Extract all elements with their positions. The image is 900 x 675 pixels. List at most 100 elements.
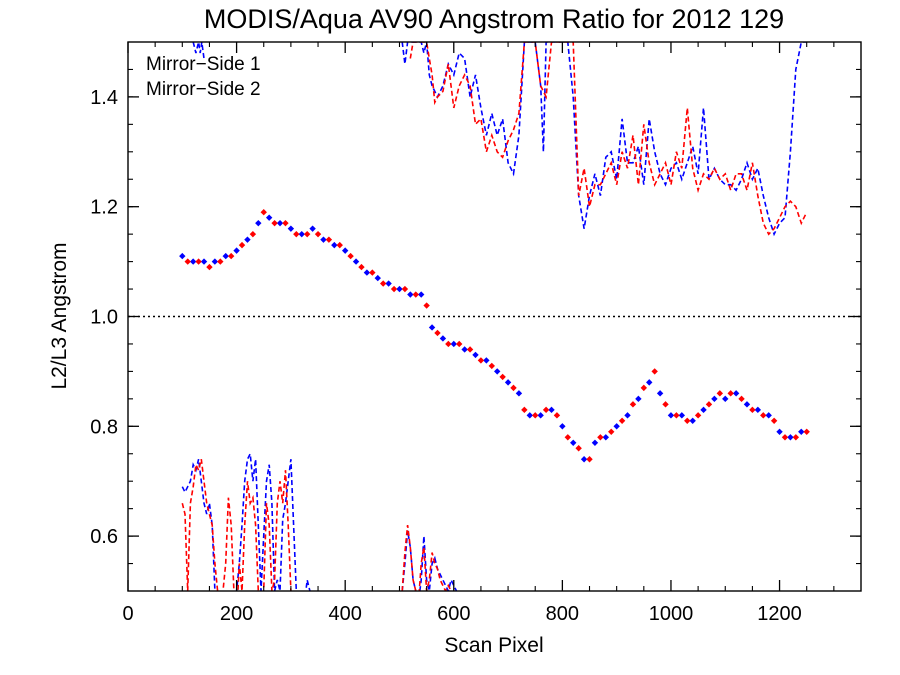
series-0-point	[548, 406, 555, 414]
series-0-point	[320, 236, 327, 243]
series-0-point	[646, 379, 653, 386]
series-0-point	[776, 428, 783, 435]
series-1-point	[651, 368, 658, 375]
series-0-point	[494, 368, 501, 375]
series-0-point	[396, 285, 403, 293]
series-1-point	[629, 401, 637, 408]
series-0-point	[765, 412, 772, 419]
series-0-point	[222, 252, 229, 260]
series-1-point	[477, 357, 485, 364]
series-1-point	[434, 329, 441, 337]
series-1-point	[673, 412, 680, 419]
series-1-point	[303, 230, 311, 238]
series-0-point	[428, 324, 436, 331]
series-0-point	[591, 439, 599, 446]
series-0-point	[233, 247, 240, 254]
series-1-point	[770, 417, 778, 425]
x-tick-label: 600	[437, 603, 470, 625]
series-2-dashed-line-0	[192, 42, 205, 59]
series-1-point	[423, 302, 430, 309]
series-1-point	[738, 395, 745, 403]
x-axis-label: Scan Pixel	[444, 634, 543, 657]
x-tick-label: 200	[220, 603, 253, 625]
series-1-point	[347, 252, 354, 260]
series-0-point	[483, 357, 490, 364]
axis-tick-labels: 0 200 400 600 800 1000 1200 0.6 0.8 1.0 1.2 1.4	[90, 87, 802, 625]
series-1-point	[282, 219, 289, 227]
series-1-point	[206, 263, 213, 271]
series-0-point	[472, 351, 479, 359]
series-1-point	[238, 241, 246, 249]
series-0-point	[689, 417, 696, 425]
series-0-point	[678, 412, 686, 419]
series-0-point	[635, 395, 642, 403]
series-2-dashed-line-1	[401, 42, 807, 237]
series-3-dashed-line-0	[409, 42, 808, 236]
series-0-point	[461, 346, 468, 353]
series-5-dashed-line-0	[181, 459, 297, 591]
series-0-point	[385, 280, 392, 287]
y-tick-label: 1.4	[90, 87, 118, 109]
series-0-point	[374, 274, 381, 282]
series-0-point	[179, 252, 186, 260]
series-5-dashed-line-1	[401, 525, 452, 591]
series-0-point	[255, 219, 262, 227]
series-0-point	[189, 258, 197, 265]
chart-title: MODIS/Aqua AV90 Angstrom Ratio for 2012 …	[204, 4, 784, 34]
y-tick-label: 0.8	[90, 416, 118, 438]
series-0-point	[559, 423, 566, 430]
series-1-point	[271, 219, 278, 227]
series-1-point	[445, 340, 452, 348]
series-1-point	[640, 384, 648, 392]
series-0-point	[287, 225, 295, 232]
series-1-point	[227, 252, 235, 260]
series-0-point	[732, 390, 740, 397]
series-0-point	[754, 406, 762, 414]
series-0-point	[276, 219, 284, 227]
series-0-point	[613, 423, 620, 430]
series-1-point	[749, 406, 756, 414]
axis-ticks	[127, 42, 861, 591]
series-0-point	[700, 406, 707, 414]
series-4-dashed-line-1	[401, 530, 458, 591]
series-1-point	[358, 263, 365, 271]
series-0-point	[526, 412, 533, 419]
series-1-point	[532, 412, 539, 419]
series-1-point	[521, 406, 528, 414]
series-0-point	[211, 258, 219, 265]
y-tick-label: 1.0	[90, 307, 118, 329]
series-0-point	[711, 395, 718, 403]
legend: Mirror−Side 1 Mirror−Side 2	[146, 54, 261, 100]
legend-entry-mirror-side-1: Mirror−Side 1	[146, 54, 261, 75]
series-0-point	[450, 340, 457, 348]
series-1-point	[608, 428, 615, 435]
series-1-point	[575, 445, 582, 452]
series-0-point	[265, 214, 273, 221]
series-1-point	[325, 236, 333, 243]
y-tick-label: 1.2	[90, 197, 118, 219]
series-4-dashed-line-0	[181, 450, 311, 591]
series-1-point	[401, 285, 409, 293]
series-1-point	[716, 390, 724, 397]
series-1-point	[456, 340, 463, 348]
series-1-point	[597, 434, 604, 441]
series-1-point	[586, 456, 593, 463]
x-tick-label: 0	[122, 603, 133, 625]
series-1-point	[369, 269, 376, 276]
series-1-point	[249, 230, 257, 238]
series-1-point	[379, 280, 387, 287]
series-1-point	[466, 346, 474, 353]
legend-entry-mirror-side-2: Mirror−Side 2	[146, 79, 261, 100]
series-0-point	[331, 241, 338, 249]
x-tick-label: 1000	[649, 603, 694, 625]
series-0-point	[363, 269, 371, 276]
series-0-point	[244, 236, 251, 243]
series-0-point	[580, 456, 588, 463]
series-1-point	[217, 258, 224, 265]
series-1-point	[336, 241, 343, 249]
series-1-point	[390, 285, 398, 293]
series-0-point	[602, 434, 610, 441]
x-tick-label: 400	[328, 603, 361, 625]
series-1-point	[412, 291, 419, 298]
